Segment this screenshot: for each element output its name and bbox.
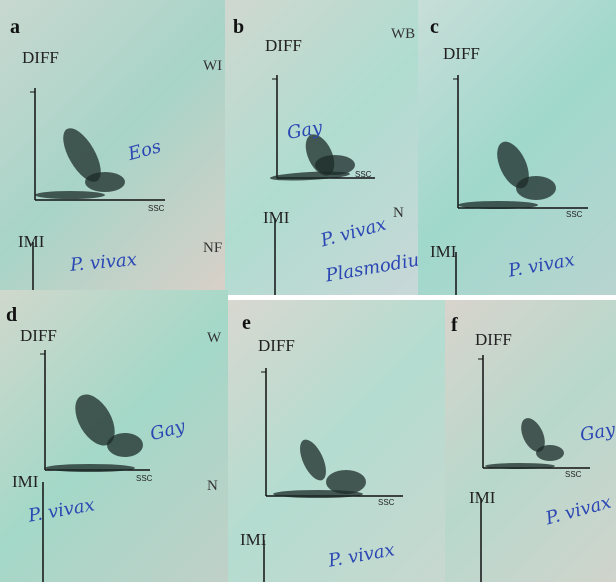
panel-letter: a xyxy=(10,16,20,39)
panel-letter: c xyxy=(430,16,439,39)
diff-label: DIFF xyxy=(443,44,480,64)
cell-cluster xyxy=(485,463,555,469)
diff-label: DIFF xyxy=(258,336,295,356)
imi-label: IMI xyxy=(430,242,456,262)
imi-label: IMI xyxy=(12,472,38,492)
imi-label: IMI xyxy=(263,208,289,228)
axis-label: SSC xyxy=(378,498,394,507)
diff-label: DIFF xyxy=(475,330,512,350)
cell-cluster xyxy=(295,436,332,484)
cell-cluster xyxy=(35,191,105,199)
axis-label: SSC xyxy=(136,474,152,483)
axis-label: SSC xyxy=(566,210,582,219)
imi-label: IMI xyxy=(469,488,495,508)
diff-label: DIFF xyxy=(22,48,59,68)
scattergram xyxy=(225,0,418,295)
panel-letter: e xyxy=(242,312,251,335)
side-label: NF xyxy=(203,240,222,257)
diff-label: DIFF xyxy=(20,326,57,346)
side-label: WI xyxy=(203,58,222,75)
figure: aDIFFIMISSCWINFEosP. vivaxbDIFFIMISSCWBN… xyxy=(0,0,616,582)
cell-cluster xyxy=(270,170,350,182)
cell-cluster xyxy=(45,464,135,472)
cell-cluster xyxy=(458,201,538,209)
axis-label: SSC xyxy=(565,470,581,479)
axis-label: SSC xyxy=(355,170,371,179)
cell-cluster xyxy=(273,490,363,498)
cell-cluster xyxy=(536,445,564,461)
imi-label: IMI xyxy=(240,530,266,550)
cell-cluster xyxy=(85,172,125,192)
side-label: WB xyxy=(391,26,415,43)
cell-cluster xyxy=(107,433,143,457)
side-label: N xyxy=(207,478,218,495)
imi-label: IMI xyxy=(18,232,44,252)
cell-cluster xyxy=(516,176,556,200)
panel-letter: b xyxy=(233,16,244,39)
axis-label: SSC xyxy=(148,204,164,213)
side-label: N xyxy=(393,205,404,222)
panel-letter: d xyxy=(6,304,17,327)
side-label: W xyxy=(207,330,221,347)
panel-letter: f xyxy=(451,314,458,337)
diff-label: DIFF xyxy=(265,36,302,56)
